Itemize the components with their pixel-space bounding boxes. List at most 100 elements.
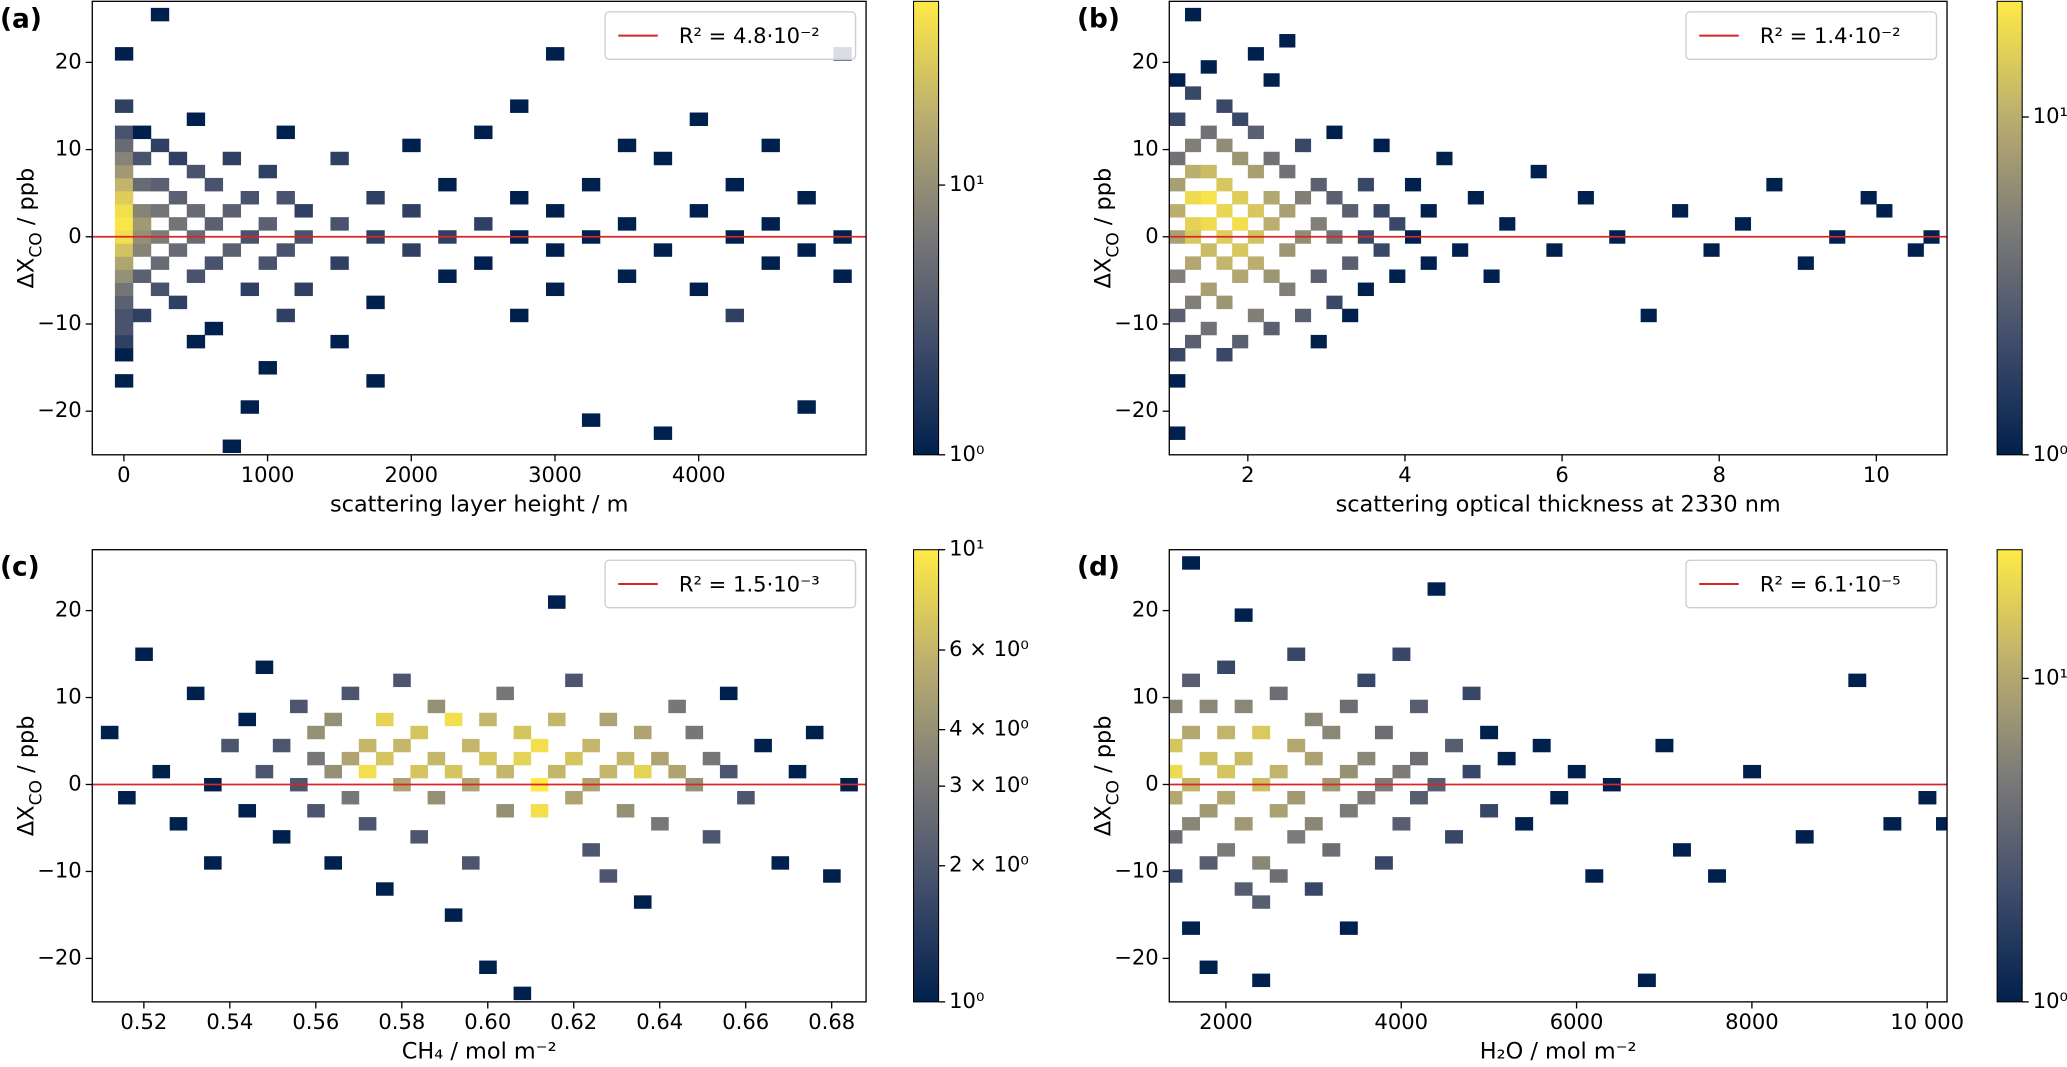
y-tick-label: 20 xyxy=(1132,597,1159,622)
hist-cell xyxy=(1184,217,1202,231)
x-tick-label: 0 xyxy=(117,462,130,487)
colorbar-tick-label: 10¹ xyxy=(2033,103,2067,128)
hist-cell xyxy=(651,751,669,766)
hist-cell xyxy=(1182,921,1201,935)
hist-cell xyxy=(599,869,618,883)
hist-cell xyxy=(581,413,601,427)
hist-cell xyxy=(582,843,600,857)
colorbar-tick-label: 10¹ xyxy=(2033,664,2067,689)
hist-cell xyxy=(150,177,170,192)
y-axis-label-part: ΔX xyxy=(1090,805,1116,836)
hist-cell xyxy=(1247,256,1264,270)
hist-cell xyxy=(474,125,493,140)
hist-cell xyxy=(1169,738,1183,753)
hist-cell xyxy=(276,125,295,140)
hist-cell xyxy=(599,712,618,727)
hist-cell xyxy=(1436,151,1453,166)
hist-cell xyxy=(114,177,134,192)
hist-cell xyxy=(1515,817,1534,831)
hist-cell xyxy=(376,751,394,766)
hist-cell xyxy=(1357,282,1374,297)
hist-cell xyxy=(1326,295,1343,310)
y-tick-label: 20 xyxy=(55,597,82,622)
hist-cell xyxy=(1467,191,1484,205)
y-axis-label-part: ΔX xyxy=(1090,258,1116,289)
hist-cell xyxy=(1389,269,1406,283)
hist-cell xyxy=(771,856,790,870)
x-tick-label: 0.66 xyxy=(722,1009,769,1034)
x-tick-label: 0.54 xyxy=(206,1009,253,1034)
x-tick-label: 4 xyxy=(1398,462,1411,487)
hist-cell xyxy=(668,764,686,779)
hist-cell xyxy=(114,256,134,270)
y-axis-label: ΔXCO / ppb xyxy=(13,168,47,289)
hist-cell xyxy=(1169,269,1186,283)
hist-cell xyxy=(513,725,532,740)
hist-cell xyxy=(725,308,744,323)
hist-cell xyxy=(1169,151,1186,166)
hist-cell xyxy=(1169,347,1186,362)
hist-cell xyxy=(204,321,224,336)
hist-cell xyxy=(114,204,134,218)
hist-cell xyxy=(132,308,152,323)
hist-cell xyxy=(565,751,583,766)
y-axis-label: ΔXCO / ppb xyxy=(13,715,47,836)
hist-cell xyxy=(1184,7,1202,22)
hist-cell xyxy=(324,764,343,779)
colorbar xyxy=(1996,549,2023,1003)
hist-cell xyxy=(1169,112,1186,126)
y-tick-label: 10 xyxy=(55,684,82,709)
hist-cell xyxy=(702,830,721,844)
hist-cell xyxy=(358,738,377,753)
hist-cell xyxy=(1232,217,1249,231)
hist-cell xyxy=(114,217,134,231)
hist-cell xyxy=(168,243,188,257)
hist-cell xyxy=(1252,725,1271,740)
hist-cell xyxy=(324,856,343,870)
hist-cell xyxy=(1462,686,1481,701)
hist-cell xyxy=(1199,960,1218,975)
hist-cell xyxy=(410,725,428,740)
hist-cell xyxy=(1252,895,1271,909)
hist-cell xyxy=(513,986,532,1001)
hist-cell xyxy=(114,243,134,257)
hist-cell xyxy=(685,725,704,740)
hist-cell xyxy=(1232,269,1249,283)
hist-cell xyxy=(1795,830,1814,844)
hist-cell xyxy=(114,138,134,153)
hist-cell xyxy=(307,804,325,818)
hist-cell xyxy=(1287,738,1306,753)
hist-cell xyxy=(114,125,134,140)
hist-cell xyxy=(1169,426,1186,440)
hist-cell xyxy=(132,125,152,140)
hist-cell xyxy=(1199,751,1218,766)
hist-cell xyxy=(1169,73,1186,87)
hist-cell xyxy=(168,295,188,310)
hist-cell xyxy=(1263,151,1280,166)
hist-cell xyxy=(1216,99,1233,113)
y-axis-label-part: ΔX xyxy=(13,258,39,289)
hist-cell xyxy=(221,738,239,753)
colorbar xyxy=(1996,0,2023,456)
panel-label: (d) xyxy=(1077,553,1120,583)
hist-cell xyxy=(1216,256,1233,270)
legend-box xyxy=(604,559,857,609)
hist-cell xyxy=(294,282,313,297)
hist-cell xyxy=(240,400,260,414)
hist-cell xyxy=(719,764,738,779)
hist-cell xyxy=(1585,869,1604,883)
legend-label: R² = 1.4·10⁻² xyxy=(1760,23,1901,48)
hist-cell xyxy=(1169,699,1183,714)
hist-cell xyxy=(186,112,206,126)
hist-cell xyxy=(358,764,377,779)
hist-cell xyxy=(1199,804,1218,818)
y-tick-label: −10 xyxy=(37,857,81,882)
hist-cell xyxy=(1342,204,1359,218)
hist-cell xyxy=(132,217,152,231)
hist-cell xyxy=(616,751,635,766)
hist-cell xyxy=(633,895,652,909)
hist-cell xyxy=(1279,164,1296,179)
colorbar-tick-label: 6 × 10⁰ xyxy=(949,636,1029,661)
hist-cell xyxy=(100,725,119,740)
